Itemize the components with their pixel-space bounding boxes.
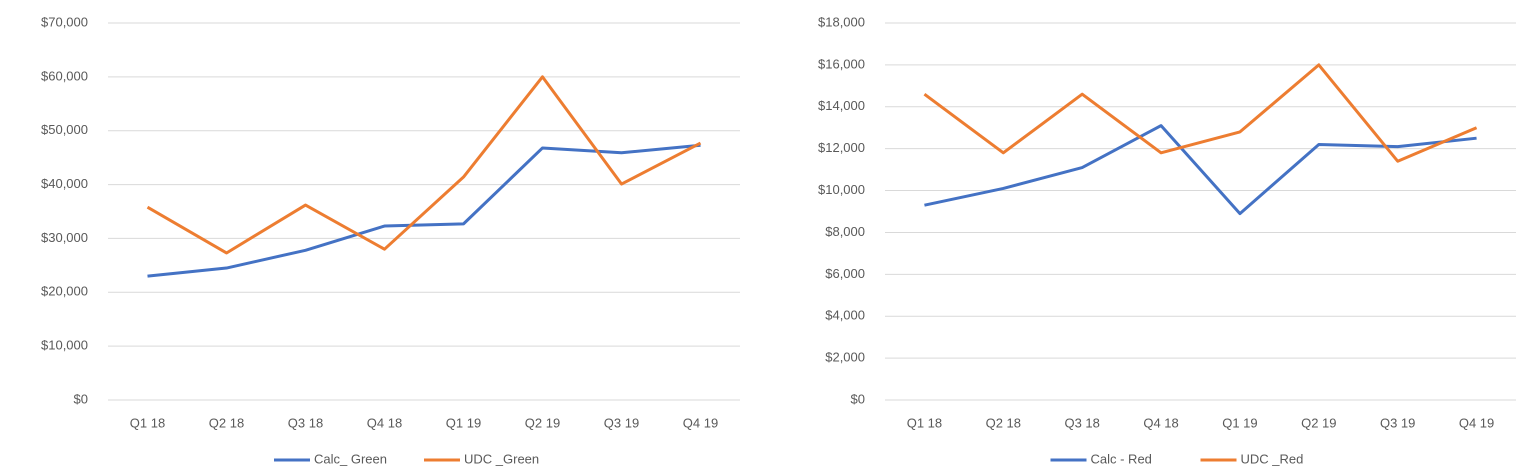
series-line: [147, 143, 701, 278]
x-tick-label: Q3 18: [1064, 415, 1099, 430]
y-tick-label: $20,000: [41, 284, 88, 299]
x-tick-label: Q1 18: [130, 415, 165, 430]
y-tick-label: $4,000: [825, 308, 865, 323]
x-tick-label: Q3 19: [1380, 415, 1415, 430]
y-tick-label: $30,000: [41, 230, 88, 245]
x-tick-label: Q1 19: [1222, 415, 1257, 430]
y-tick-label: $50,000: [41, 122, 88, 137]
legend-label: UDC _Red: [1241, 451, 1304, 466]
x-tick-label: Q1 19: [446, 415, 481, 430]
y-tick-label: $10,000: [818, 182, 865, 197]
x-tick-label: Q3 19: [604, 415, 639, 430]
y-tick-label: $14,000: [818, 98, 865, 113]
y-tick-label: $60,000: [41, 68, 88, 83]
x-tick-label: Q2 18: [209, 415, 244, 430]
y-tick-label: $2,000: [825, 350, 865, 365]
y-tick-label: $6,000: [825, 266, 865, 281]
x-tick-label: Q2 18: [986, 415, 1021, 430]
legend-label: Calc_ Green: [314, 451, 387, 466]
y-tick-label: $40,000: [41, 176, 88, 191]
y-tick-label: $16,000: [818, 56, 865, 71]
series-line: [146, 75, 702, 255]
y-tick-label: $70,000: [41, 14, 88, 29]
x-tick-label: Q3 18: [288, 415, 323, 430]
x-tick-label: Q4 18: [367, 415, 402, 430]
x-tick-label: Q2 19: [525, 415, 560, 430]
series-line: [924, 124, 1477, 216]
y-tick-label: $10,000: [41, 338, 88, 353]
legend-label: Calc - Red: [1091, 451, 1152, 466]
x-tick-label: Q2 19: [1301, 415, 1336, 430]
y-tick-label: $0: [74, 391, 88, 406]
series-line: [923, 63, 1478, 163]
x-tick-label: Q4 19: [683, 415, 718, 430]
legend-label: UDC _Green: [464, 451, 539, 466]
y-tick-label: $8,000: [825, 224, 865, 239]
x-tick-label: Q1 18: [907, 415, 942, 430]
x-tick-label: Q4 19: [1459, 415, 1494, 430]
y-tick-label: $18,000: [818, 14, 865, 29]
x-tick-label: Q4 18: [1143, 415, 1178, 430]
y-tick-label: $12,000: [818, 140, 865, 155]
y-tick-label: $0: [851, 391, 865, 406]
